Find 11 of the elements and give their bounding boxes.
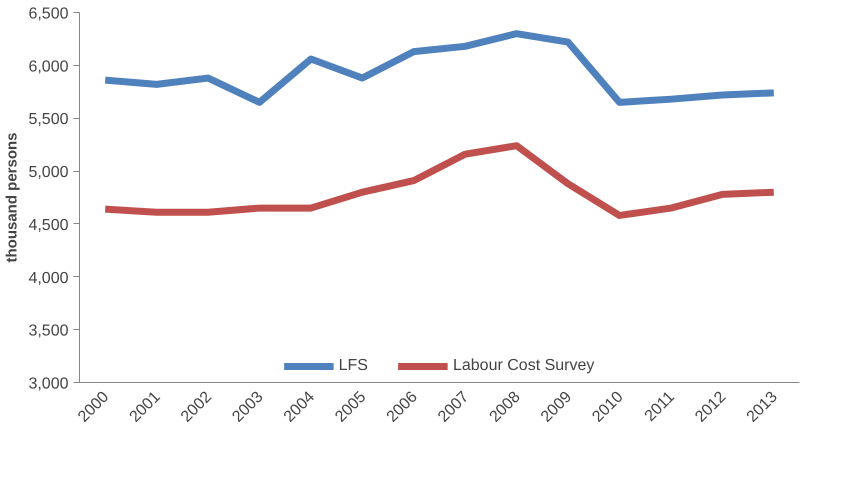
y-tick-label: 4,500 [28, 216, 69, 234]
y-tick-label: 3,500 [28, 322, 69, 340]
y-tick-label: 3,000 [28, 376, 69, 392]
y-tick-label: 4,000 [28, 270, 69, 287]
y-tick-label: 5,500 [28, 111, 69, 128]
y-axis-title: thousand persons [3, 132, 20, 263]
y-tick-label: 6,000 [28, 58, 69, 76]
legend-label: Labour Cost Survey [452, 357, 594, 375]
y-tick-label: 5,000 [28, 164, 69, 182]
y-tick-label: 6,500 [28, 6, 69, 22]
legend-label: LFS [338, 357, 368, 375]
